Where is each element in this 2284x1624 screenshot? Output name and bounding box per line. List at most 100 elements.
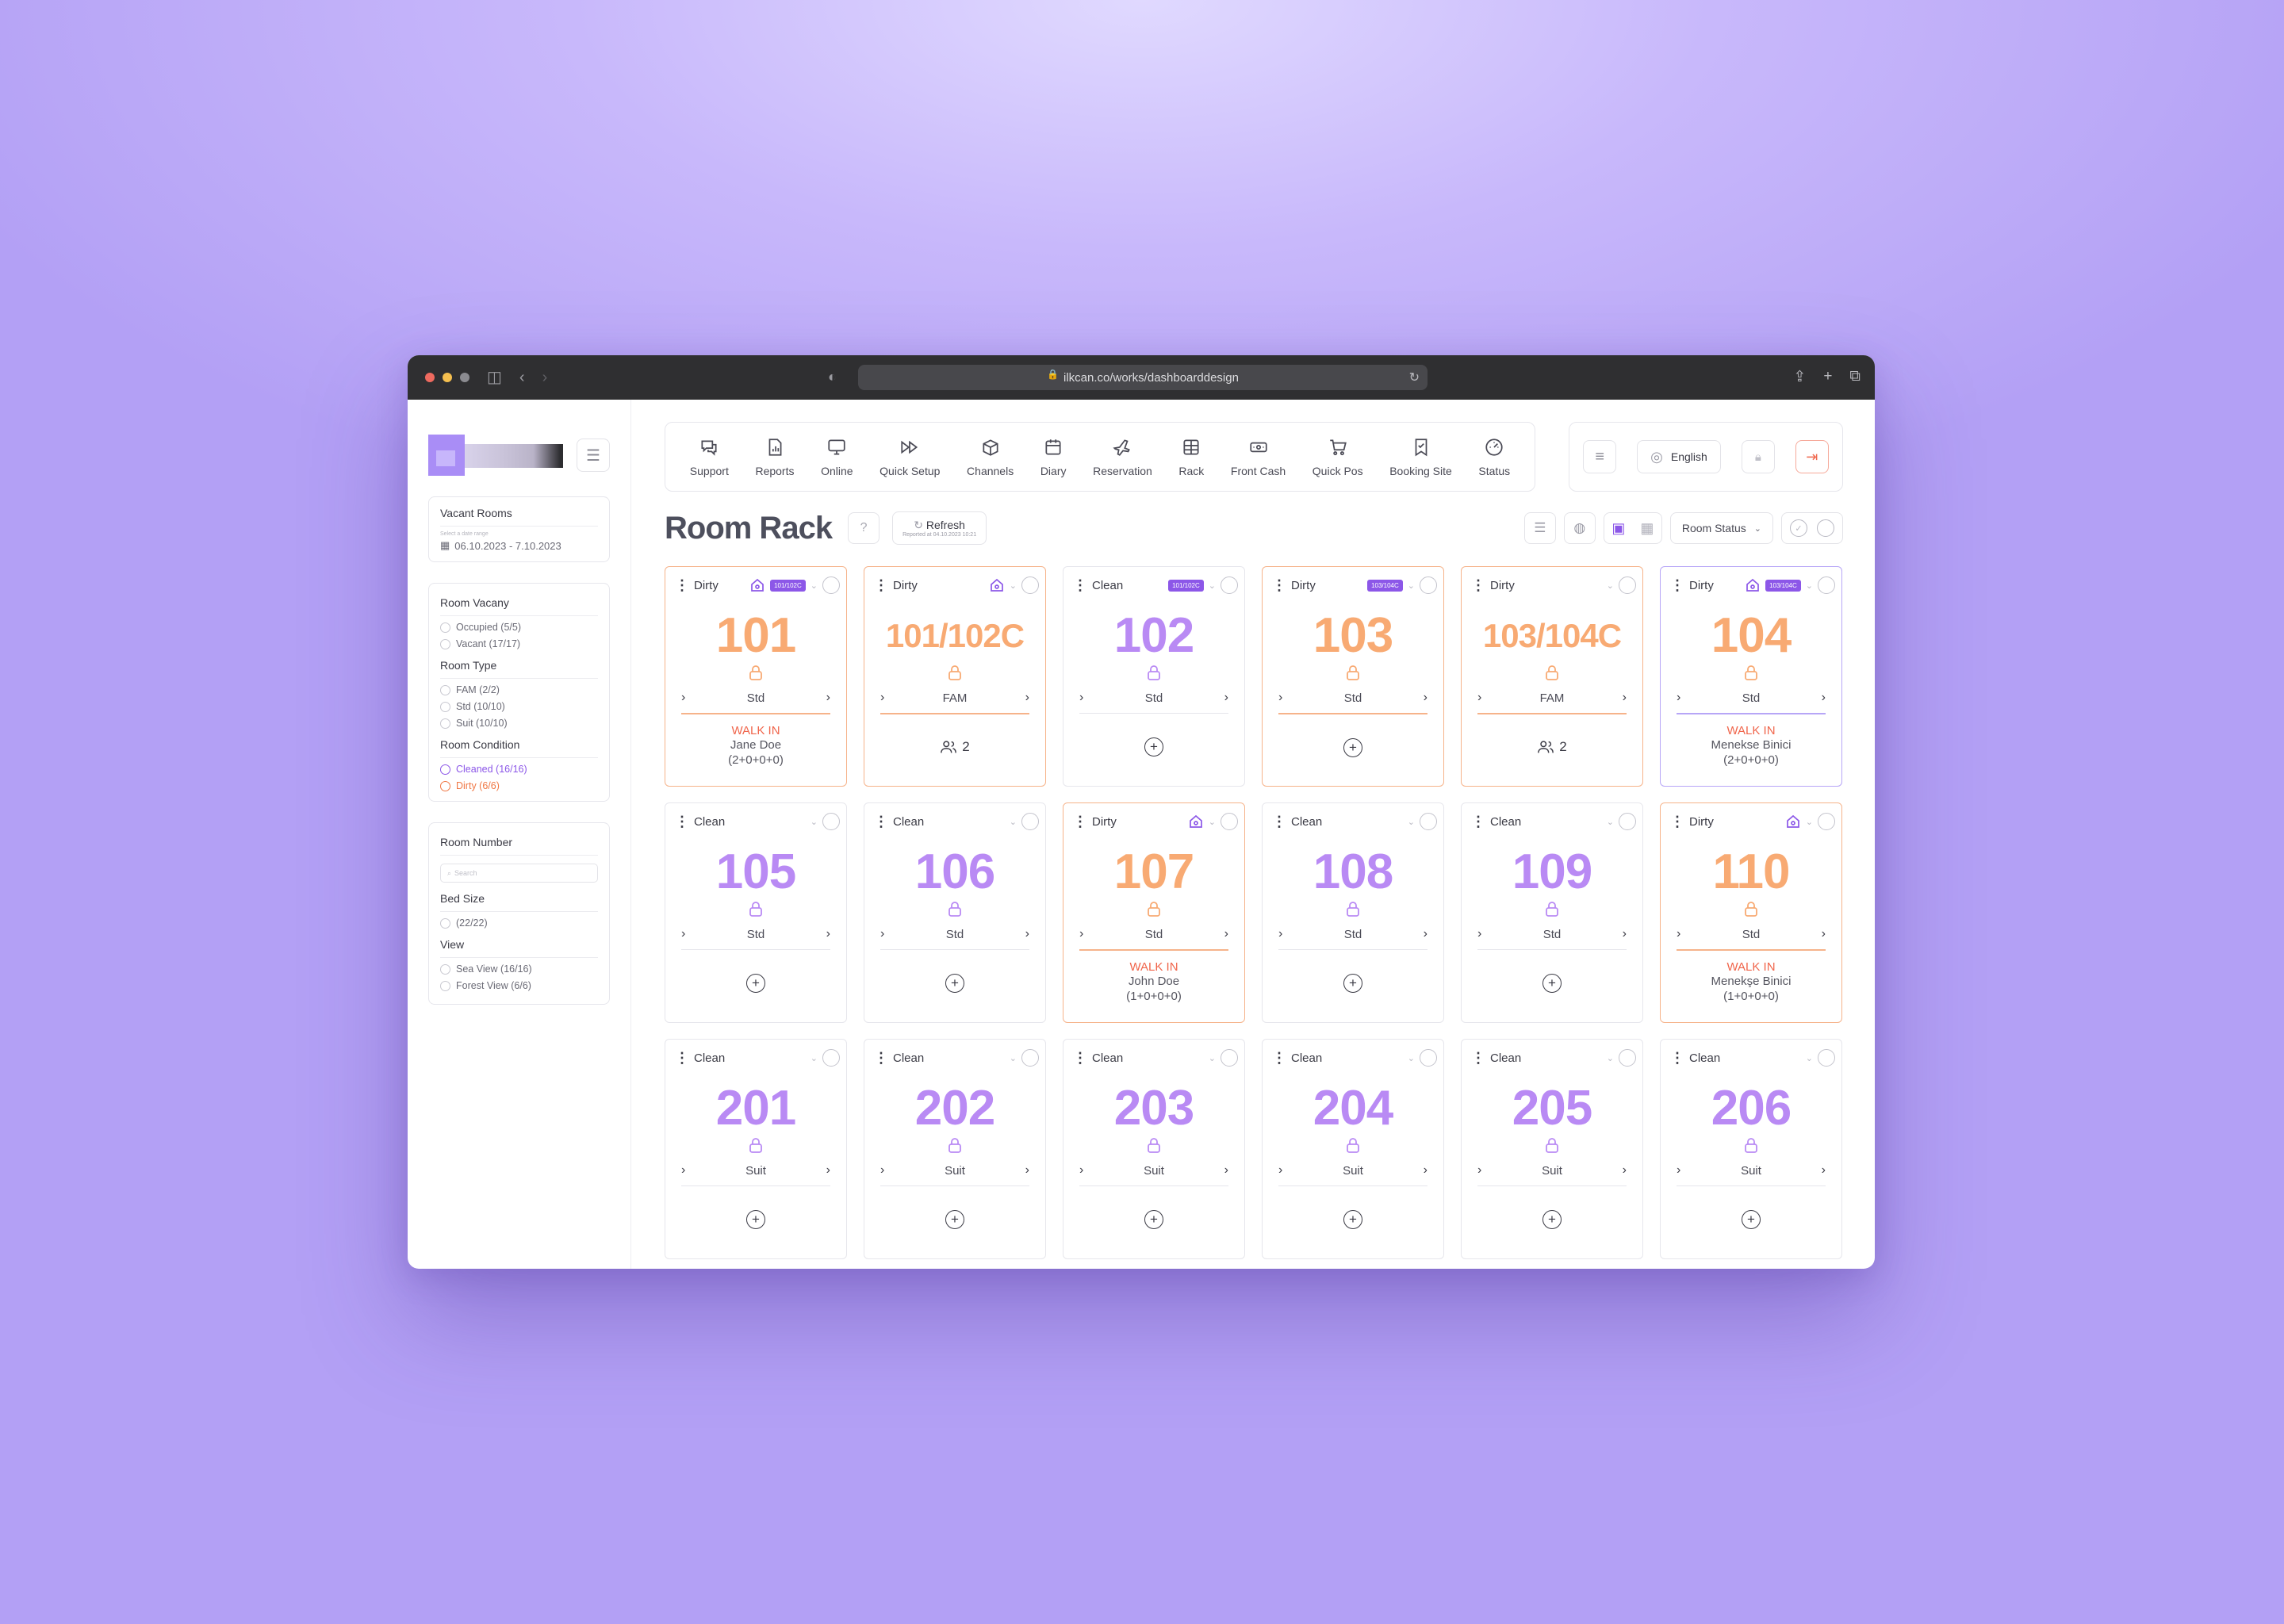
chevron-down-icon[interactable]: ⌄ — [810, 1053, 818, 1063]
select-room-checkbox[interactable] — [1619, 813, 1636, 830]
chevron-right-icon[interactable]: › — [1423, 691, 1428, 704]
select-room-checkbox[interactable] — [1420, 813, 1437, 830]
house-icon[interactable] — [1188, 814, 1204, 829]
house-icon[interactable] — [1745, 577, 1761, 593]
more-options-icon[interactable]: ⋮ — [1272, 1050, 1286, 1066]
chevron-right-icon[interactable]: › — [1278, 1163, 1283, 1177]
select-room-checkbox[interactable] — [1619, 576, 1636, 594]
chevron-down-icon[interactable]: ⌄ — [1606, 817, 1614, 827]
chevron-down-icon[interactable]: ⌄ — [1208, 817, 1216, 827]
chevron-right-icon[interactable]: › — [1079, 927, 1084, 940]
filter-option[interactable]: Occupied (5/5) — [440, 622, 598, 633]
date-range-field[interactable]: ▦ 06.10.2023 - 7.10.2023 — [440, 539, 598, 552]
toolbar-support-button[interactable]: Support — [690, 437, 729, 477]
select-room-checkbox[interactable] — [1021, 813, 1039, 830]
add-reservation-button[interactable]: + — [1343, 974, 1362, 993]
more-options-icon[interactable]: ⋮ — [1272, 814, 1286, 829]
new-tab-icon[interactable]: + — [1823, 368, 1833, 385]
close-window-button[interactable] — [425, 373, 435, 382]
more-options-icon[interactable]: ⋮ — [874, 577, 888, 593]
help-button[interactable]: ? — [848, 512, 880, 544]
more-options-icon[interactable]: ⋮ — [1670, 577, 1684, 593]
room-card[interactable]: ⋮ Clean ⌄ 108 › Std › + — [1262, 802, 1444, 1023]
room-card[interactable]: ⋮ Clean ⌄ 205 › Suit › + — [1461, 1039, 1643, 1259]
chevron-down-icon[interactable]: ⌄ — [1009, 817, 1017, 827]
chevron-right-icon[interactable]: › — [1677, 927, 1681, 940]
select-room-checkbox[interactable] — [1221, 813, 1238, 830]
toolbar-diary-button[interactable]: Diary — [1040, 437, 1066, 477]
toolbar-quick-pos-button[interactable]: Quick Pos — [1313, 437, 1363, 477]
chevron-down-icon[interactable]: ⌄ — [1407, 1053, 1415, 1063]
chevron-right-icon[interactable]: › — [1224, 927, 1228, 940]
room-card[interactable]: ⋮ Clean ⌄ 203 › Suit › + — [1063, 1039, 1245, 1259]
toolbar-reservation-button[interactable]: Reservation — [1093, 437, 1152, 477]
chevron-right-icon[interactable]: › — [1025, 691, 1029, 704]
chevron-right-icon[interactable]: › — [681, 1163, 686, 1177]
select-room-checkbox[interactable] — [822, 813, 840, 830]
more-options-icon[interactable]: ⋮ — [1073, 1050, 1087, 1066]
room-card[interactable]: ⋮ Dirty 101/102C ⌄ 101 › Std › WALK IN Jane Doe (2… — [665, 566, 847, 787]
chevron-right-icon[interactable]: › — [826, 1163, 830, 1177]
chevron-right-icon[interactable]: › — [1025, 1163, 1029, 1177]
select-room-checkbox[interactable] — [822, 1049, 840, 1067]
chevron-right-icon[interactable]: › — [1677, 691, 1681, 704]
more-options-icon[interactable]: ⋮ — [1272, 577, 1286, 593]
chevron-right-icon[interactable]: › — [826, 927, 830, 940]
chevron-right-icon[interactable]: › — [1477, 691, 1482, 704]
chevron-right-icon[interactable]: › — [826, 691, 830, 704]
card-layout-icon[interactable]: ▣ — [1611, 519, 1626, 536]
select-room-checkbox[interactable] — [1818, 1049, 1835, 1067]
more-options-icon[interactable]: ⋮ — [1670, 1050, 1684, 1066]
chevron-right-icon[interactable]: › — [880, 691, 885, 704]
guest-name[interactable]: Menekse Binici — [1711, 738, 1792, 752]
chevron-right-icon[interactable]: › — [1821, 1163, 1826, 1177]
toolbar-reports-button[interactable]: Reports — [755, 437, 794, 477]
room-card[interactable]: ⋮ Clean ⌄ 202 › Suit › + — [864, 1039, 1046, 1259]
guest-name[interactable]: Menekşe Binici — [1711, 975, 1792, 988]
filter-button[interactable]: ≡ — [1583, 440, 1617, 473]
chevron-right-icon[interactable]: › — [1622, 691, 1627, 704]
tabs-overview-icon[interactable]: ⧉ — [1849, 368, 1861, 385]
room-card[interactable]: ⋮ Clean 101/102C ⌄ 102 › Std › + — [1063, 566, 1245, 787]
chevron-right-icon[interactable]: › — [880, 1163, 885, 1177]
chevron-right-icon[interactable]: › — [1224, 691, 1228, 704]
filter-option[interactable]: Std (10/10) — [440, 701, 598, 712]
add-reservation-button[interactable]: + — [945, 1210, 964, 1229]
add-reservation-button[interactable]: + — [1343, 738, 1362, 757]
more-options-icon[interactable]: ⋮ — [1471, 1050, 1485, 1066]
more-options-icon[interactable]: ⋮ — [1670, 814, 1684, 829]
toolbar-booking-site-button[interactable]: Booking Site — [1389, 437, 1452, 477]
chevron-right-icon[interactable]: › — [1224, 1163, 1228, 1177]
room-card[interactable]: ⋮ Dirty ⌄ 103/104C › FAM › 2 — [1461, 566, 1643, 787]
chevron-right-icon[interactable]: › — [1423, 1163, 1428, 1177]
chevron-right-icon[interactable]: › — [1677, 1163, 1681, 1177]
select-room-checkbox[interactable] — [1818, 813, 1835, 830]
list-view-button[interactable]: ☰ — [1523, 512, 1556, 544]
house-icon[interactable] — [989, 577, 1005, 593]
room-status-select[interactable]: Room Status ⌄ — [1669, 512, 1773, 544]
chevron-down-icon[interactable]: ⌄ — [1805, 1053, 1813, 1063]
add-reservation-button[interactable]: + — [746, 974, 765, 993]
palette-button[interactable]: ◍ — [1563, 512, 1596, 544]
forward-icon[interactable]: › — [542, 369, 548, 386]
address-bar[interactable]: 🔒 ilkcan.co/works/dashboarddesign ↻ — [858, 365, 1428, 390]
toolbar-rack-button[interactable]: Rack — [1178, 437, 1204, 477]
chevron-right-icon[interactable]: › — [1821, 927, 1826, 940]
toolbar-status-button[interactable]: Status — [1478, 437, 1510, 477]
chevron-right-icon[interactable]: › — [1025, 927, 1029, 940]
logout-button[interactable]: ⇥ — [1795, 440, 1829, 473]
zoom-window-button[interactable] — [460, 373, 469, 382]
chevron-right-icon[interactable]: › — [1477, 927, 1482, 940]
chevron-down-icon[interactable]: ⌄ — [1805, 580, 1813, 591]
chevron-right-icon[interactable]: › — [1622, 927, 1627, 940]
chevron-down-icon[interactable]: ⌄ — [1208, 580, 1216, 591]
filter-option-cleaned[interactable]: Cleaned (16/16) — [440, 764, 598, 775]
toolbar-front-cash-button[interactable]: Front Cash — [1231, 437, 1286, 477]
room-card[interactable]: ⋮ Clean ⌄ 109 › Std › + — [1461, 802, 1643, 1023]
minimize-window-button[interactable] — [443, 373, 452, 382]
menu-button[interactable]: ☰ — [577, 439, 610, 472]
share-icon[interactable]: ⇪ — [1793, 369, 1807, 385]
chevron-down-icon[interactable]: ⌄ — [1606, 1053, 1614, 1063]
room-card[interactable]: ⋮ Dirty 103/104C ⌄ 104 › Std › WALK IN Menekse Bi… — [1660, 566, 1842, 787]
toolbar-online-button[interactable]: Online — [821, 437, 853, 477]
